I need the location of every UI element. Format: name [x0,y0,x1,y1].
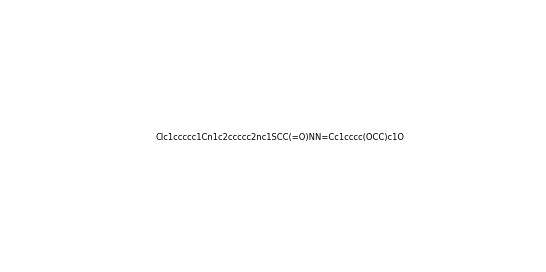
Text: Clc1ccccc1Cn1c2ccccc2nc1SCC(=O)NN=Cc1cccc(OCC)c1O: Clc1ccccc1Cn1c2ccccc2nc1SCC(=O)NN=Cc1ccc… [155,133,405,142]
